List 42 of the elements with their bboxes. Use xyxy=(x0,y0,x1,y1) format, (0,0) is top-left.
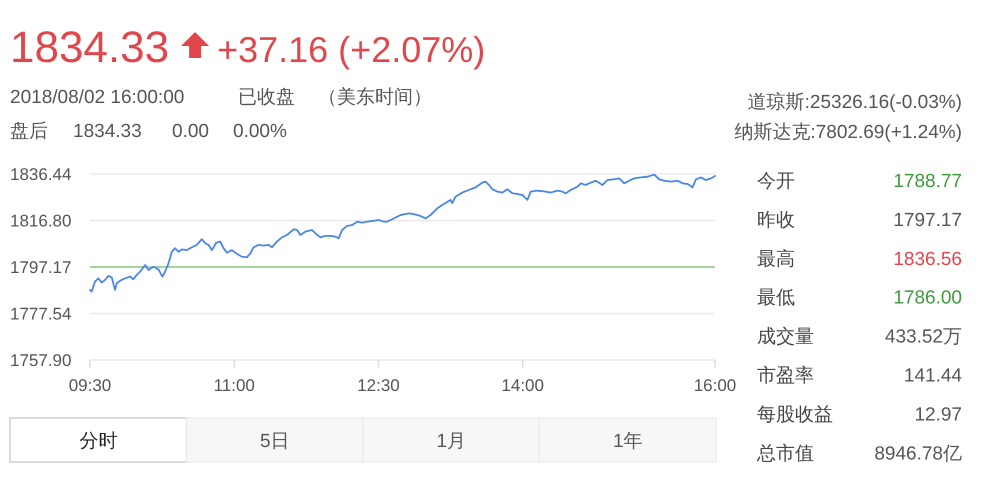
x-tick-label: 11:00 xyxy=(214,376,255,395)
x-tick-label: 16:00 xyxy=(694,376,736,395)
y-tick-label: 1797.17 xyxy=(10,258,72,277)
text: 1月 xyxy=(436,431,466,452)
text: （美东时间） xyxy=(318,86,432,108)
y-tick-label: 1836.44 xyxy=(10,165,72,184)
text: 1年 xyxy=(612,431,643,452)
x-tick-label: 09:30 xyxy=(68,376,112,395)
text: 已收盘 xyxy=(238,87,295,108)
y-tick-label: 1777.54 xyxy=(10,304,72,324)
x-tick-label: 14:00 xyxy=(501,376,544,395)
text: 分时 xyxy=(79,431,118,452)
text: 433.52万 xyxy=(884,326,962,348)
text: 141.44 xyxy=(904,366,962,386)
text: 1836.56 xyxy=(893,248,962,270)
text: 12.97 xyxy=(914,404,962,426)
chart-title: 1834.33 xyxy=(73,121,142,142)
category-label: 最高 xyxy=(757,248,795,270)
text: 1834.33 xyxy=(10,23,170,72)
text: 0.00 xyxy=(172,121,209,142)
category-label: 昨收 xyxy=(757,210,795,231)
y-tick-label: 1816.80 xyxy=(10,212,72,231)
text: 5日 xyxy=(260,431,290,452)
x-tick-label: 12:30 xyxy=(357,376,400,395)
text: 1788.77 xyxy=(893,171,962,192)
text: 盘后 xyxy=(10,121,48,142)
category-label: 成交量 xyxy=(757,326,814,348)
text: 1786.00 xyxy=(893,288,962,309)
text: 纳斯达克:7802.69(+1.24%) xyxy=(734,122,962,143)
text: 0.00% xyxy=(233,121,287,142)
category-label: 今开 xyxy=(757,171,795,192)
text: 2018/08/02 16:00:00 xyxy=(10,87,184,108)
line-series xyxy=(89,174,716,292)
category-label: 市盈率 xyxy=(757,364,814,386)
text: +37.16 (+2.07%) xyxy=(217,29,486,70)
text: 道琼斯:25326.16(-0.03%) xyxy=(748,91,962,113)
category-label: 最低 xyxy=(757,288,795,309)
category-label: 每股收益 xyxy=(757,404,833,426)
y-tick-label: 1757.90 xyxy=(10,351,72,370)
category-label: 总市值 xyxy=(756,442,814,464)
text: 8946.78亿 xyxy=(874,443,962,464)
text: 1797.17 xyxy=(893,210,962,231)
